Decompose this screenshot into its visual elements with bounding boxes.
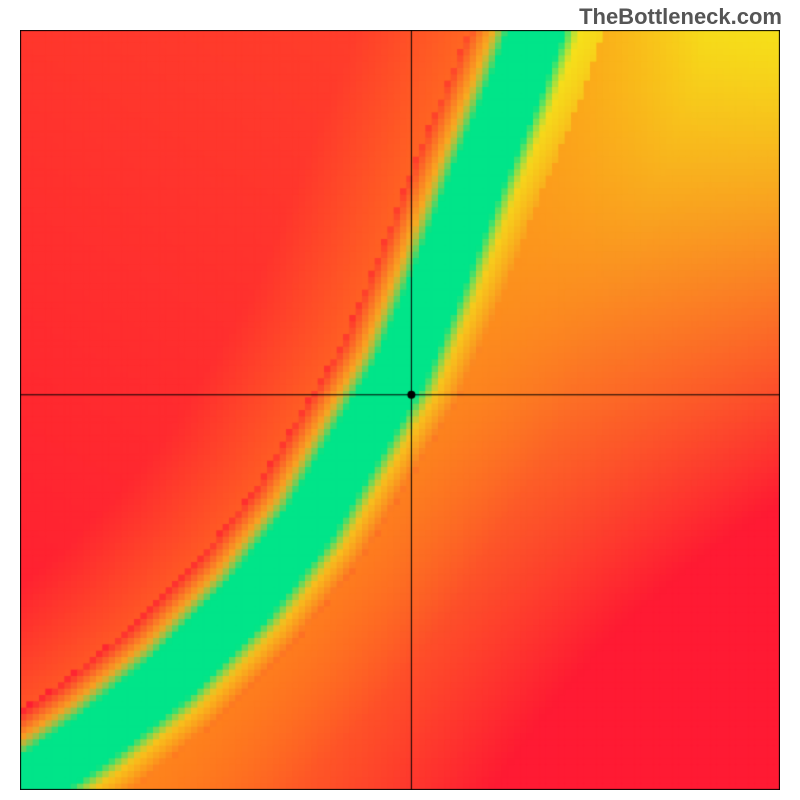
chart-container: TheBottleneck.com — [0, 0, 800, 800]
heatmap-canvas — [20, 30, 780, 790]
watermark-text: TheBottleneck.com — [579, 4, 782, 30]
